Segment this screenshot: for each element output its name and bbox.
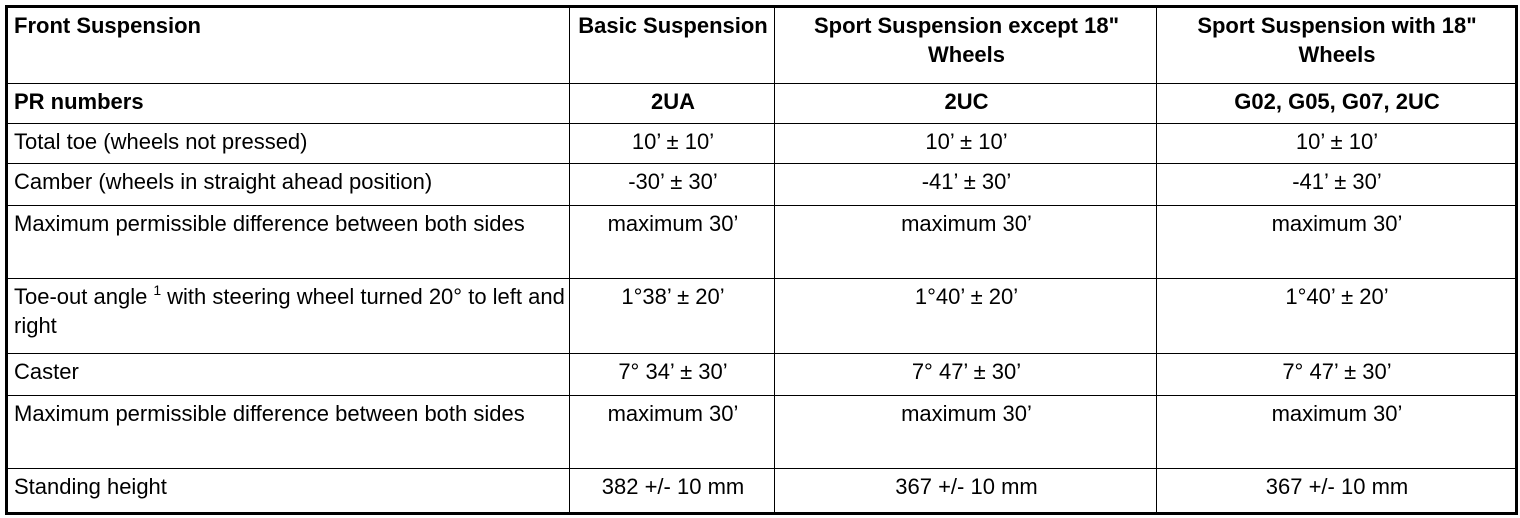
value-cell: -41’ ± 30’ <box>1156 163 1517 206</box>
value-cell: -30’ ± 30’ <box>569 163 775 206</box>
value-cell: -41’ ± 30’ <box>774 163 1157 206</box>
row-label: Camber (wheels in straight ahead positio… <box>6 163 570 206</box>
row-label: Maximum permissible difference between b… <box>6 395 570 469</box>
footnote-mark: 1 <box>153 282 162 298</box>
value-cell: maximum 30’ <box>569 205 775 279</box>
value-cell: maximum 30’ <box>1156 205 1517 279</box>
value-cell: maximum 30’ <box>774 395 1157 469</box>
value-cell: 10’ ± 10’ <box>1156 123 1517 164</box>
label-text: Standing height <box>14 474 167 499</box>
label-text: Maximum permissible difference between b… <box>14 211 525 236</box>
table-row: PR numbers 2UA 2UC G02, G05, G07, 2UC <box>6 83 1517 124</box>
value-cell: 382 +/- 10 mm <box>569 468 775 514</box>
value-cell: 10’ ± 10’ <box>569 123 775 164</box>
table-body: Front Suspension Basic Suspension Sport Su… <box>6 6 1517 514</box>
value-cell: 10’ ± 10’ <box>774 123 1157 164</box>
value-cell: 1°38’ ± 20’ <box>569 278 775 354</box>
value-cell: 7° 47’ ± 30’ <box>1156 353 1517 396</box>
header-cell: 2UA <box>569 83 775 124</box>
row-label: PR numbers <box>6 83 570 124</box>
header-cell: Sport Suspension with 18" Wheels <box>1156 6 1517 84</box>
table-row: Standing height 382 +/- 10 mm 367 +/- 10 m… <box>6 468 1517 514</box>
label-text: Maximum permissible difference between b… <box>14 401 525 426</box>
label-text: Camber (wheels in straight ahead positio… <box>14 169 433 194</box>
row-label: Caster <box>6 353 570 396</box>
label-text: Toe-out angle <box>14 284 148 309</box>
header-cell: Sport Suspension except 18" Wheels <box>774 6 1157 84</box>
table-row: Maximum permissible difference between b… <box>6 205 1517 279</box>
value-cell: 1°40’ ± 20’ <box>774 278 1157 354</box>
value-cell: 7° 34’ ± 30’ <box>569 353 775 396</box>
table-row: Maximum permissible difference between b… <box>6 395 1517 469</box>
value-cell: maximum 30’ <box>774 205 1157 279</box>
header-cell: Basic Suspension <box>569 6 775 84</box>
row-label: Front Suspension <box>6 6 570 84</box>
table-row: Front Suspension Basic Suspension Sport Su… <box>6 6 1517 84</box>
header-cell: 2UC <box>774 83 1157 124</box>
value-cell: 367 +/- 10 mm <box>1156 468 1517 514</box>
row-label: Maximum permissible difference between b… <box>6 205 570 279</box>
table-row: Caster 7° 34’ ± 30’ 7° 47’ ± 30’ 7° 47’ ± 3… <box>6 353 1517 396</box>
value-cell: 367 +/- 10 mm <box>774 468 1157 514</box>
value-cell: 7° 47’ ± 30’ <box>774 353 1157 396</box>
spec-table: Front Suspension Basic Suspension Sport Su… <box>5 5 1518 515</box>
value-cell: maximum 30’ <box>1156 395 1517 469</box>
row-label: Toe-out angle 1 with steering wheel turned… <box>6 278 570 354</box>
label-text: Total toe (wheels not pressed) <box>14 129 308 154</box>
table-row: Toe-out angle 1 with steering wheel turned… <box>6 278 1517 354</box>
row-label: Total toe (wheels not pressed) <box>6 123 570 164</box>
row-label: Standing height <box>6 468 570 514</box>
header-cell: G02, G05, G07, 2UC <box>1156 83 1517 124</box>
label-text: Caster <box>14 359 79 384</box>
table-row: Total toe (wheels not pressed) 10’ ± 10’ 1… <box>6 123 1517 164</box>
value-cell: 1°40’ ± 20’ <box>1156 278 1517 354</box>
value-cell: maximum 30’ <box>569 395 775 469</box>
label-text: with steering wheel turned 20° to left a… <box>14 284 565 338</box>
table-row: Camber (wheels in straight ahead positio… <box>6 163 1517 206</box>
